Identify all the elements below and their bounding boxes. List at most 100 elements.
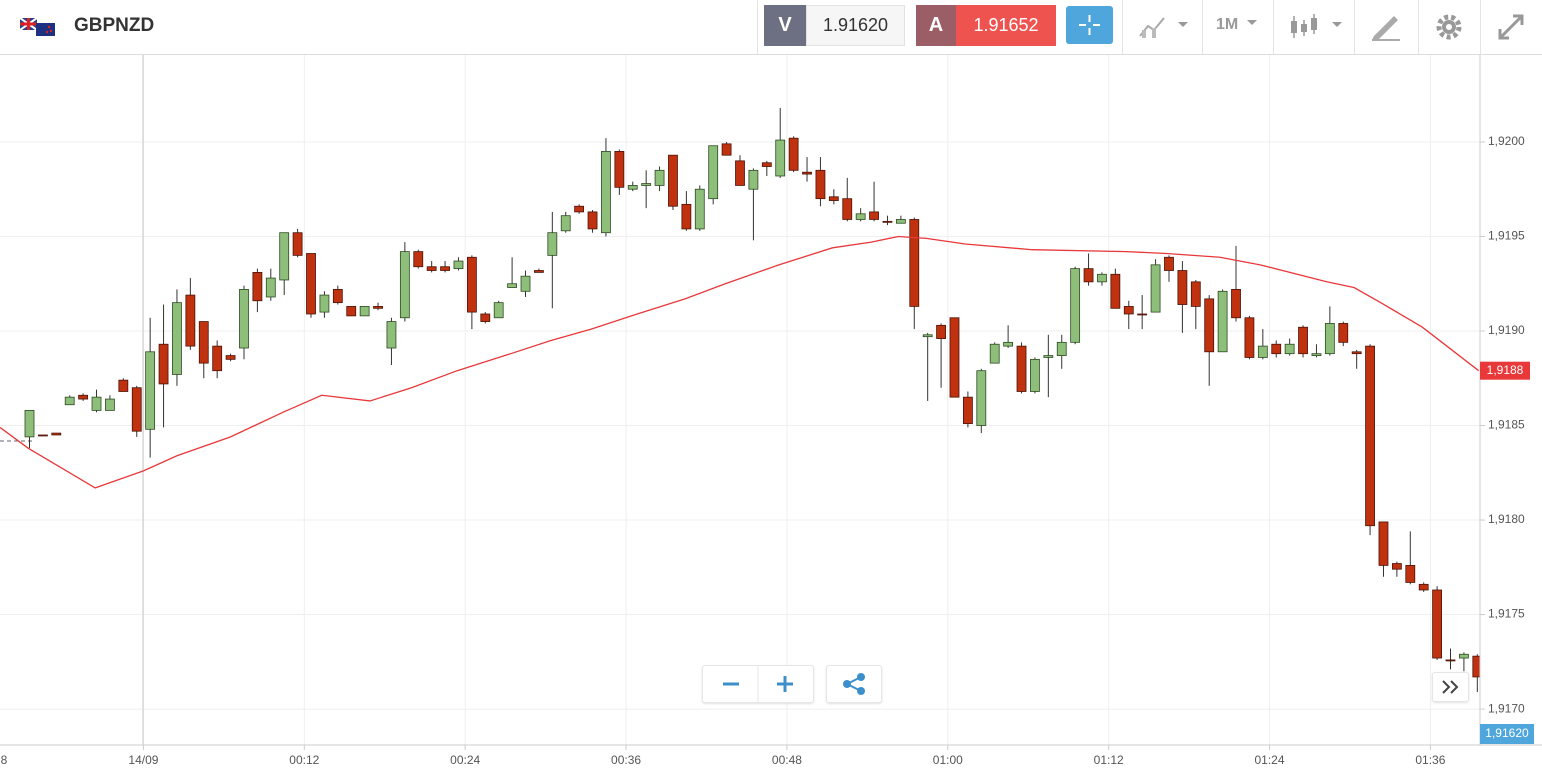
candle-body: [654, 169, 665, 186]
candle-body: [989, 343, 1000, 364]
candle-body: [131, 387, 142, 432]
candle-body: [895, 219, 906, 224]
candle-body: [306, 253, 316, 315]
line-marker-label: 1,9188: [1487, 363, 1524, 377]
candle-body: [949, 317, 960, 398]
candle-body: [359, 306, 370, 317]
crosshair-button[interactable]: [1066, 6, 1113, 44]
candle-button[interactable]: [1288, 12, 1344, 42]
x-tick-label: 00:36: [611, 753, 641, 767]
candle-body: [239, 289, 249, 349]
candle-body: [1459, 653, 1469, 659]
candle-body: [185, 294, 196, 347]
x-tick-label: 00:24: [450, 753, 480, 767]
candle-body: [279, 232, 290, 281]
y-tick-label: 1,9200: [1488, 134, 1525, 148]
fullscreen-button[interactable]: [1496, 12, 1526, 42]
candle-body: [1405, 565, 1416, 583]
y-tick-label: 1,9170: [1488, 701, 1525, 715]
x-tick-label: 00:12: [289, 753, 319, 767]
candle-body: [319, 294, 330, 313]
candle-body: [922, 334, 933, 338]
candle-body: [1217, 290, 1228, 353]
bid-marker-box: [1480, 724, 1534, 744]
candle-body: [1097, 273, 1107, 283]
candle-body: [1150, 264, 1161, 313]
candle-body: [1056, 341, 1067, 356]
grid: [0, 55, 1480, 745]
ask-price[interactable]: 1.91652: [956, 5, 1056, 46]
candle-body: [520, 275, 531, 292]
candle-body: [1244, 317, 1255, 358]
zoom-in[interactable]: [777, 676, 793, 692]
candle-body: [761, 162, 772, 167]
candle-body: [1110, 273, 1121, 309]
candle-body: [1338, 323, 1349, 343]
candle-body: [292, 232, 303, 256]
candle-body: [37, 434, 48, 437]
candle-body: [64, 396, 75, 406]
toolbar: GBPNZD V 1.91620 A 1.91652 1M: [0, 0, 1542, 55]
candle-body: [1043, 355, 1054, 358]
candle-body: [815, 169, 826, 200]
candle-body: [775, 139, 786, 177]
candle-body: [386, 321, 397, 349]
candle-body: [252, 271, 263, 302]
candle-body: [493, 302, 504, 319]
candle-body: [668, 154, 678, 207]
line-marker-box: [1480, 361, 1530, 380]
candle-body: [78, 394, 89, 400]
candle-body: [453, 260, 464, 270]
chart-type-button[interactable]: [1138, 14, 1192, 40]
bid-marker: 1,91620: [1485, 726, 1529, 740]
candle-body: [51, 432, 62, 436]
candle-body: [788, 137, 799, 171]
candle-body: [91, 396, 102, 411]
candle-body: [601, 151, 611, 234]
share-button[interactable]: [826, 665, 882, 703]
settings-button[interactable]: [1434, 12, 1464, 42]
candle-body: [1231, 289, 1241, 319]
x-tick-label: 14/09: [128, 753, 158, 767]
candle-body: [587, 211, 598, 230]
candle-body: [145, 351, 156, 430]
candle-body: [735, 160, 745, 186]
y-tick-label: 1,9195: [1488, 229, 1525, 243]
candle-body: [118, 379, 129, 392]
candle-body: [1391, 563, 1402, 570]
candle-body: [1083, 268, 1094, 283]
candle-body: [534, 270, 544, 273]
candle-body: [627, 185, 638, 190]
candle-body: [1190, 281, 1201, 307]
draw-button[interactable]: [1370, 12, 1402, 42]
scroll-icon: [1442, 680, 1459, 694]
timeframe[interactable]: 1M: [1216, 16, 1239, 33]
candle-body: [1324, 323, 1335, 355]
candle-body: [962, 396, 973, 425]
moving-average: [0, 235, 1480, 489]
candle-body: [909, 219, 920, 307]
bid-price[interactable]: 1.91620: [806, 5, 905, 46]
candle-body: [346, 306, 357, 317]
bid-label[interactable]: V: [764, 5, 806, 46]
candle-body: [694, 188, 705, 230]
y-tick-label: 1,9190: [1488, 323, 1525, 337]
candle-body: [332, 289, 343, 304]
candle-body: [373, 306, 383, 309]
axes: 1,9170 1,9175 1,9180 1,9185 1,9190 1,9195 1,92…: [1, 134, 1530, 767]
candle-body: [1271, 343, 1282, 355]
candle-body: [882, 220, 893, 223]
x-tick-label: 01:36: [1415, 753, 1445, 767]
candle-body: [1137, 313, 1148, 316]
candle-body: [172, 302, 182, 375]
candle-body: [1204, 298, 1215, 353]
candle-body: [265, 277, 276, 298]
timeframe-caret: [1247, 20, 1257, 25]
x-tick-label: 01:00: [933, 753, 963, 767]
candle-body: [1351, 351, 1362, 355]
candle-body: [641, 183, 652, 186]
ask-label[interactable]: A: [916, 5, 956, 46]
candle-body: [721, 143, 732, 156]
scroll-right-button[interactable]: [1432, 672, 1469, 702]
share-icon: [843, 673, 865, 695]
